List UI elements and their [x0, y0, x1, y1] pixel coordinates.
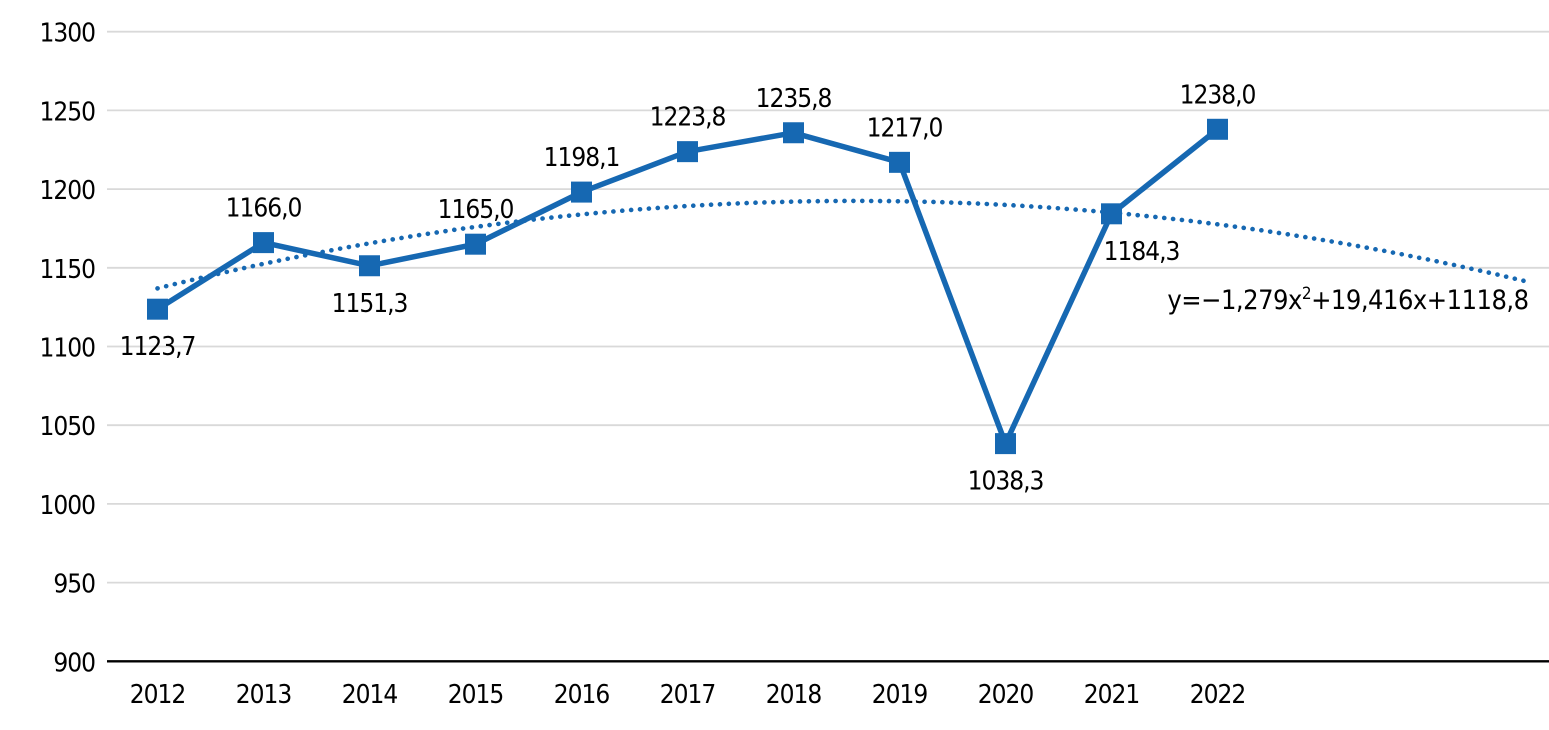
data-point-label: 1151,3	[332, 289, 408, 319]
x-tick-label: 2015	[448, 680, 504, 710]
x-tick-label: 2016	[554, 680, 610, 710]
x-tick-label: 2022	[1190, 680, 1246, 710]
data-point-marker	[253, 232, 274, 254]
data-point-label: 1223,8	[650, 103, 726, 133]
x-tick-label: 2019	[872, 680, 928, 710]
y-tick-label: 1250	[40, 97, 95, 127]
data-point-label: 1165,0	[438, 195, 514, 225]
data-point-marker	[1101, 203, 1122, 225]
data-point-label: 1123,7	[120, 332, 196, 362]
trendline	[155, 198, 1533, 291]
series-line	[156, 127, 1220, 451]
y-tick-label: 900	[53, 648, 95, 678]
x-tick-label: 2021	[1084, 680, 1140, 710]
x-tick-label: 2017	[660, 680, 716, 710]
data-point-label: 1217,0	[867, 113, 943, 143]
x-tick-label: 2014	[342, 680, 398, 710]
y-tick-label: 1000	[40, 491, 95, 521]
x-tick-label: 2020	[978, 680, 1034, 710]
y-tick-label: 1150	[40, 255, 95, 285]
y-tick-label: 1300	[40, 19, 95, 49]
data-point-label: 1038,3	[968, 467, 1044, 497]
data-point-label: 1238,0	[1180, 80, 1256, 110]
data-point-label: 1184,3	[1104, 237, 1180, 267]
data-point-label: 1198,1	[544, 143, 620, 173]
data-point-marker	[889, 151, 910, 173]
data-point-marker	[147, 298, 168, 320]
y-tick-label: 950	[53, 570, 95, 600]
x-tick-label: 2018	[766, 680, 822, 710]
y-tick-label: 1200	[40, 176, 95, 206]
trendline-equation: y=−1,279x2+19,416x+1118,8	[1167, 284, 1528, 316]
data-point-label: 1166,0	[226, 194, 302, 224]
data-point-label: 1235,8	[756, 84, 832, 114]
chart-canvas: 900 950 1000 1050 1100 1150 1200 1250 1300 2012 20…	[40, 19, 1549, 710]
data-point-marker	[677, 141, 698, 163]
data-point-marker	[359, 255, 380, 277]
x-tick-label: 2012	[130, 680, 186, 710]
data-point-marker	[995, 433, 1016, 455]
y-tick-label: 1100	[40, 334, 95, 364]
data-point-marker	[783, 122, 804, 144]
data-point-marker	[1207, 118, 1228, 140]
y-tick-label: 1050	[40, 412, 95, 442]
data-point-marker	[465, 233, 486, 255]
line-chart-figure: 900 950 1000 1050 1100 1150 1200 1250 1300 2012 20…	[40, 16, 1549, 714]
x-tick-label: 2013	[236, 680, 292, 710]
data-point-marker	[571, 181, 592, 203]
